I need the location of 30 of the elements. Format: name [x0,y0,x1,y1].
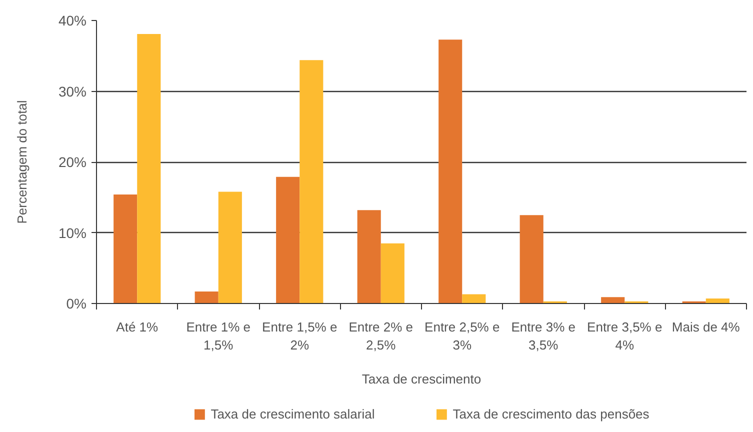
bar [137,34,161,304]
x-axis-title: Taxa de crescimento [362,372,482,386]
bar [218,192,242,304]
y-tick-label: 30% [58,83,87,100]
y-tick-label: 0% [66,296,86,312]
bar [438,40,462,304]
bar [194,291,218,304]
x-tick-label: Até 1% [116,320,159,334]
bar [706,298,730,304]
x-tick-label: Entre 3,5% e 4% [587,320,662,352]
x-tick-label: Entre 1% e 1,5% [186,320,251,352]
bar [462,294,486,304]
bar [357,210,381,304]
bar [300,60,324,304]
legend-label: Taxa de crescimento das pensões [452,406,650,421]
bar [380,243,404,304]
x-tick-label: Entre 2% e 2,5% [348,320,414,352]
y-tick-label: 20% [58,154,87,170]
y-axis-title: Percentagem do total [14,100,30,224]
x-tick-label: Entre 3% e 3,5% [511,320,576,352]
bar [520,215,544,304]
bar [114,194,138,304]
bar [601,297,625,304]
x-tick-label: Entre 1,5% e 2% [262,320,338,352]
x-tick-label: Entre 2,5% e 3% [424,320,500,352]
y-tick-label: 40% [58,12,87,28]
x-tick-label: Mais de 4% [672,320,740,334]
legend-label: Taxa de crescimento salarial [210,406,375,421]
bar [276,176,300,304]
y-tick-label: 10% [58,224,87,241]
